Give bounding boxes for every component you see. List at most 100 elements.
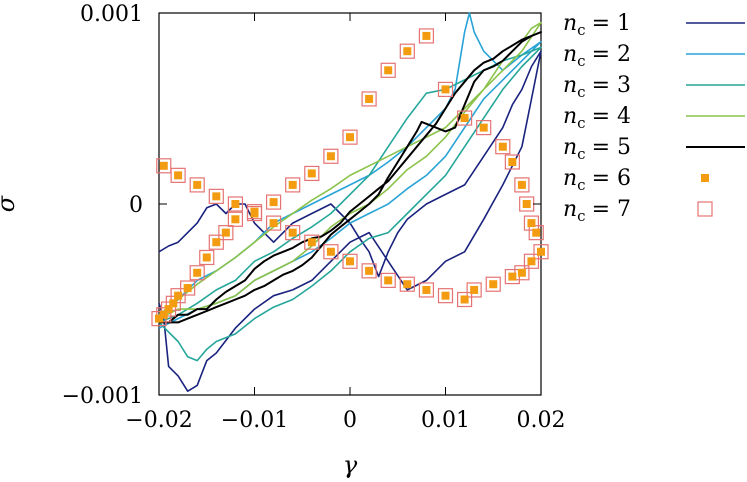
series-nc7-point — [533, 244, 549, 260]
legend-subscript: c — [577, 83, 585, 101]
legend-swatch — [701, 174, 709, 182]
legend-label: nc = 4 — [563, 104, 631, 132]
series-nc7-point — [199, 249, 215, 266]
x-tick-label: 0 — [343, 408, 357, 433]
series-nc7-point — [165, 295, 181, 311]
legend-swatch — [697, 201, 713, 217]
series-nc6-point — [527, 219, 536, 228]
series-nc6-point — [517, 268, 526, 277]
legend-subscript: c — [577, 114, 585, 132]
series-nc6-point — [346, 257, 354, 266]
series-nc7-point — [323, 148, 339, 164]
series-nc6-point — [202, 253, 211, 262]
series-nc7-point — [227, 196, 243, 212]
series-nc7-point — [304, 234, 320, 250]
legend-item-nc7: nc = 7 — [563, 197, 713, 225]
series-nc6-point — [460, 295, 469, 304]
series-nc6-point — [269, 219, 278, 228]
series-nc1-line — [158, 50, 542, 393]
series-nc6-point — [164, 305, 173, 314]
series-nc6-point — [326, 152, 335, 161]
series-nc6-point — [527, 257, 536, 266]
series-nc4-line — [158, 21, 542, 320]
series-nc7-point — [160, 301, 177, 317]
series-nc5-line — [159, 31, 542, 324]
series-nc6-point — [212, 238, 221, 247]
series-nc6-point — [460, 114, 469, 123]
series-nc7-point — [476, 119, 492, 136]
series-layer — [151, 12, 549, 393]
plot-area: −0.02 −0.01 0 0.01 0.02 −0.001 0 0.001 — [62, 2, 566, 433]
series-nc7-point — [380, 272, 396, 288]
series-nc6-point — [288, 228, 297, 237]
series-nc6-point — [479, 123, 488, 132]
series-nc2-line — [158, 12, 542, 329]
legend-subscript: c — [577, 176, 585, 194]
series-nc7-point — [485, 276, 501, 292]
series-nc7-point — [180, 280, 196, 296]
series-nc7-point — [218, 225, 234, 241]
series-nc6-point — [384, 276, 393, 285]
legend-symbol-n: n — [563, 166, 577, 191]
series-nc6-point — [365, 94, 374, 103]
series-nc6-point — [326, 247, 335, 256]
legend-symbol-n: n — [563, 42, 577, 67]
series-nc6-point — [403, 47, 412, 56]
series-nc7-point — [495, 139, 511, 155]
series-nc6-point — [183, 284, 192, 293]
x-axis-label: γ — [343, 451, 358, 479]
series-nc6-point — [441, 291, 450, 300]
y-tick-label: 0.001 — [80, 2, 143, 27]
series-nc7-point — [342, 129, 358, 145]
series-nc7-point — [504, 154, 520, 170]
y-tick-label: 0 — [129, 193, 143, 218]
series-nc7-point — [342, 253, 358, 269]
series-nc7-point — [399, 276, 415, 292]
legend-subscript: c — [577, 21, 585, 39]
series-nc7-point — [437, 288, 454, 304]
series-nc6-point — [159, 310, 168, 319]
legend-item-nc4: nc = 4 — [563, 104, 745, 132]
series-nc6-point — [193, 268, 202, 277]
x-tick-label: 0.01 — [421, 408, 470, 433]
series-nc6-point — [231, 200, 240, 208]
series-nc6-point — [155, 314, 163, 323]
legend-value: = 4 — [592, 104, 631, 129]
series-nc6-point — [174, 171, 183, 180]
series-nc7-point — [285, 225, 301, 241]
ticks-layer: −0.02 −0.01 0 0.01 0.02 −0.001 0 0.001 — [62, 2, 566, 433]
legend-value: = 6 — [592, 166, 631, 191]
series-nc6-point — [508, 272, 517, 281]
legend-value: = 7 — [592, 197, 631, 222]
series-nc7-point — [457, 110, 473, 126]
series-nc6-point — [517, 180, 526, 189]
series-nc7-point — [418, 282, 434, 298]
legend-value: = 3 — [592, 73, 631, 98]
series-nc7-point — [380, 62, 396, 78]
series-nc7-point — [285, 177, 301, 193]
series-nc7-point — [170, 167, 186, 183]
series-nc6-point — [159, 161, 168, 170]
series-nc6-point — [193, 180, 202, 189]
legend-symbol-n: n — [563, 197, 577, 222]
series-nc6-point — [365, 266, 374, 275]
series-nc6-point — [422, 31, 431, 40]
series-nc7-point — [523, 253, 540, 269]
legend-item-nc3: nc = 3 — [563, 73, 745, 101]
legend-item-nc1: nc = 1 — [563, 11, 745, 39]
x-tick-label: 0.02 — [517, 408, 566, 433]
series-nc6-point — [532, 228, 541, 237]
legend-item-nc2: nc = 2 — [563, 42, 745, 70]
series-nc6-point — [489, 280, 498, 289]
series-nc7-point — [208, 234, 224, 250]
legend-value: = 1 — [592, 11, 631, 36]
y-axis-label: σ — [0, 195, 20, 212]
legend-label: nc = 2 — [563, 42, 631, 70]
series-nc7-point — [170, 288, 186, 304]
series-nc6-point — [169, 299, 178, 308]
series-nc6-point — [174, 291, 183, 300]
series-nc7-point — [208, 188, 224, 204]
series-nc7-point — [304, 165, 320, 182]
series-nc6-point — [288, 180, 297, 189]
legend-symbol-n: n — [563, 104, 577, 129]
